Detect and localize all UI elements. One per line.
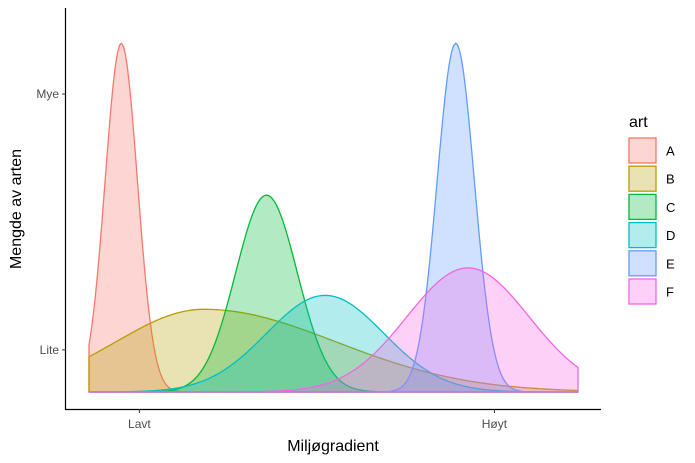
legend-key-c	[628, 193, 657, 221]
density-area-d	[88, 294, 579, 393]
legend-key-a	[628, 137, 657, 164]
legend-key-f	[628, 278, 657, 305]
legend-label-f: F	[666, 285, 674, 300]
y-axis-ticks: Lite Mye	[36, 87, 66, 357]
legend-label-c: C	[666, 200, 675, 215]
x-axis-title: Miljøgradient	[287, 438, 379, 455]
x-tick-label-0: Lavt	[128, 417, 151, 431]
y-tick-label-0: Lite	[40, 343, 60, 357]
legend-label-d: D	[666, 228, 675, 243]
legend-label-a: A	[666, 144, 675, 159]
density-area-f	[88, 267, 579, 393]
legend-key-b	[628, 165, 657, 192]
legend-title: art	[629, 114, 648, 131]
x-tick-label-1: Høyt	[482, 417, 508, 431]
legend-key-e	[628, 250, 657, 277]
y-tick-label-1: Mye	[36, 87, 59, 101]
density-curves	[88, 42, 579, 393]
legend-label-b: B	[666, 172, 675, 187]
x-axis-ticks: Lavt Høyt	[128, 409, 508, 431]
legend-key-d	[628, 221, 657, 249]
y-axis-title: Mengde av arten	[8, 149, 25, 269]
density-area-b	[88, 308, 579, 393]
legend-label-e: E	[666, 256, 675, 271]
